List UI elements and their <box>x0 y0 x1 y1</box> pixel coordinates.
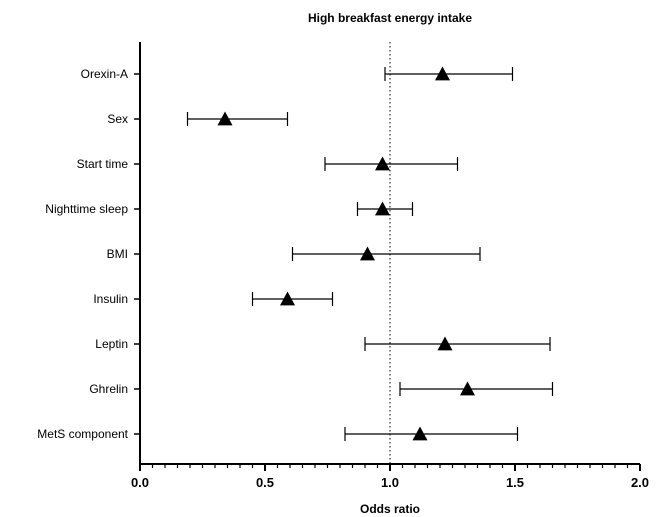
category-label: Insulin <box>93 292 128 306</box>
estimate-marker <box>375 201 390 216</box>
category-label: Ghrelin <box>89 382 128 396</box>
estimate-marker <box>460 381 475 396</box>
category-label: Sex <box>107 112 128 126</box>
chart-title: High breakfast energy intake <box>308 11 472 25</box>
estimate-marker <box>412 426 428 441</box>
plot-area: 0.0 0.5 1.0 1.5 2.0 Orexin-A Sex Start time Nigh… <box>37 42 649 490</box>
x-tick-label: 0.0 <box>131 475 149 490</box>
estimate-marker <box>435 66 450 81</box>
category-label: BMI <box>107 247 128 261</box>
category-label: Orexin-A <box>81 67 128 81</box>
estimate-marker <box>375 156 390 171</box>
category-label: Nighttime sleep <box>45 202 128 216</box>
estimate-marker <box>217 111 233 126</box>
x-tick-label: 0.5 <box>256 475 274 490</box>
category-label: Leptin <box>95 337 128 351</box>
x-tick-label: 1.0 <box>381 475 399 490</box>
x-axis-title: Odds ratio <box>360 502 420 516</box>
category-label: MetS component <box>37 427 128 441</box>
estimate-marker <box>280 291 295 306</box>
x-tick-label: 1.5 <box>506 475 524 490</box>
x-tick-label: 2.0 <box>631 475 649 490</box>
category-label: Start time <box>77 157 129 171</box>
estimate-marker <box>360 246 375 261</box>
estimate-marker <box>437 336 453 351</box>
